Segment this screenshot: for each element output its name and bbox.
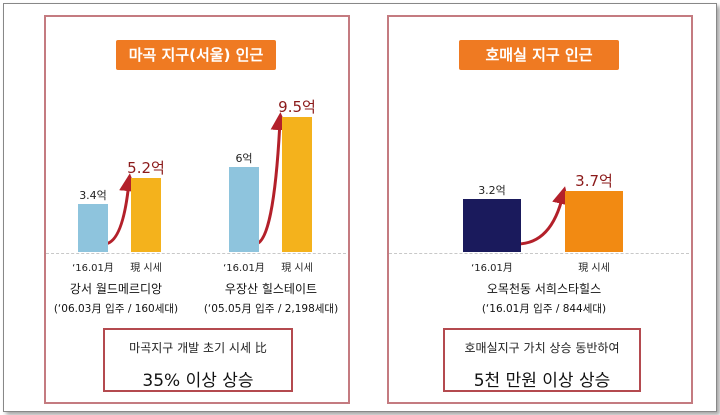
chart1-group2-bar-before (229, 166, 259, 252)
chart1-group2-value-label-after: 9.5억 (278, 98, 316, 117)
chart1-group2-x-label-before: ‘16.01月 (223, 263, 265, 274)
left-summary-line1: 마곡지구 개발 초기 시세 比 (129, 341, 267, 355)
right-panel-title: 호매실 지구 인근 (459, 40, 619, 70)
chart2-group1-value-label-after: 3.7억 (575, 171, 613, 190)
left-group2-info: (‘05.05月 입주 / 2,198세대) (203, 303, 339, 315)
infographic-frame: 마곡 지구(서울) 인근 강서 월드메르디앙 (‘06.03月 입주 / 160… (3, 3, 717, 412)
chart1-group1-value-label-after: 5.2억 (127, 159, 165, 178)
chart2-group1-bar-after (565, 190, 623, 252)
left-summary-box: 마곡지구 개발 초기 시세 比 35% 이상 상승 (103, 328, 293, 392)
chart1-group1-x-label-after: 現 시세 (130, 263, 162, 274)
left-group2-name: 우장산 힐스테이트 (224, 282, 318, 296)
left-summary-line2: 35% 이상 상승 (142, 371, 254, 391)
chart2-group1-bar-before (463, 199, 521, 252)
chart1-group1-x-label-before: ‘16.01月 (72, 263, 114, 274)
left-panel-title: 마곡 지구(서울) 인근 (116, 40, 276, 70)
chart1-group1-value-label-before: 3.4억 (79, 188, 107, 202)
right-panel: 호매실 지구 인근 오목천동 서희스타힐스 (‘16.01月 입주 / 844세… (387, 15, 693, 404)
chart1-group2-bar-after (282, 117, 312, 252)
chart2-group1-x-label-before: ‘16.01月 (471, 263, 513, 274)
right-group1-name: 오목천동 서희스타힐스 (486, 282, 602, 296)
right-summary-line1: 호매실지구 가치 상승 동반하여 (464, 341, 620, 355)
left-baseline (46, 253, 346, 254)
left-group1-name: 강서 월드메르디앙 (69, 282, 163, 296)
chart1-group1-bar-before (78, 203, 108, 252)
right-summary-box: 호매실지구 가치 상승 동반하여 5천 만원 이상 상승 (443, 328, 641, 392)
right-summary-line2: 5천 만원 이상 상승 (473, 371, 611, 391)
chart2-group1-growth-arrow (516, 186, 570, 246)
chart2-group1-x-label-after: 現 시세 (578, 263, 610, 274)
chart1-group1-bar-after (131, 178, 161, 252)
left-group1-info: (‘06.03月 입주 / 160세대) (53, 303, 179, 315)
chart2-group1-value-label-before: 3.2억 (478, 184, 506, 198)
right-baseline (389, 253, 689, 254)
chart1-group2-value-label-before: 6억 (235, 151, 253, 165)
chart1-group2-x-label-after: 現 시세 (281, 263, 313, 274)
right-group1-info: (‘16.01月 입주 / 844세대) (481, 303, 607, 315)
